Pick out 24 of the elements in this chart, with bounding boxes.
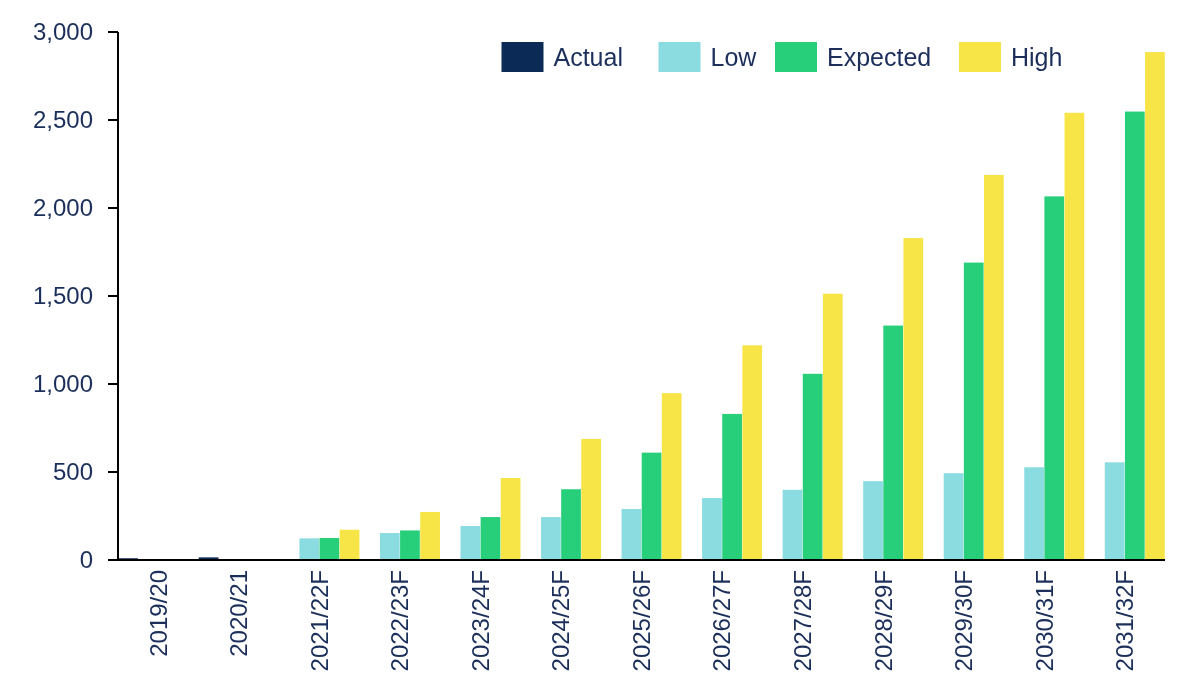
x-tick-label: 2024/25F xyxy=(547,570,575,672)
x-tick-label: 2025/26F xyxy=(627,570,655,672)
x-tick-label: 2020/21 xyxy=(225,570,253,657)
y-tick-label: 0 xyxy=(79,546,93,574)
legend-label: Actual xyxy=(553,42,623,71)
x-tick-label: 2026/27F xyxy=(708,570,736,672)
y-tick-label: 1,000 xyxy=(32,370,93,398)
x-tick-label: 2019/20 xyxy=(144,570,172,657)
y-tick-label: 500 xyxy=(52,458,93,486)
x-tick-label: 2023/24F xyxy=(466,570,494,672)
y-tick-label: 3,000 xyxy=(32,18,93,46)
legend-label: Expected xyxy=(827,42,932,71)
x-tick-label: 2031/32F xyxy=(1111,570,1139,672)
x-tick-label: 2030/31F xyxy=(1030,570,1058,672)
y-tick-label: 1,500 xyxy=(32,282,93,310)
x-tick-label: 2028/29F xyxy=(869,570,897,672)
x-tick-label: 2022/23F xyxy=(386,570,414,672)
legend-label: Low xyxy=(710,42,758,71)
x-tick-label: 2029/30F xyxy=(950,570,978,672)
y-tick-label: 2,500 xyxy=(32,106,93,134)
x-tick-label: 2021/22F xyxy=(305,570,333,672)
legend-label: High xyxy=(1011,42,1063,71)
y-tick-label: 2,000 xyxy=(32,194,93,222)
x-tick-label: 2027/28F xyxy=(788,570,816,672)
